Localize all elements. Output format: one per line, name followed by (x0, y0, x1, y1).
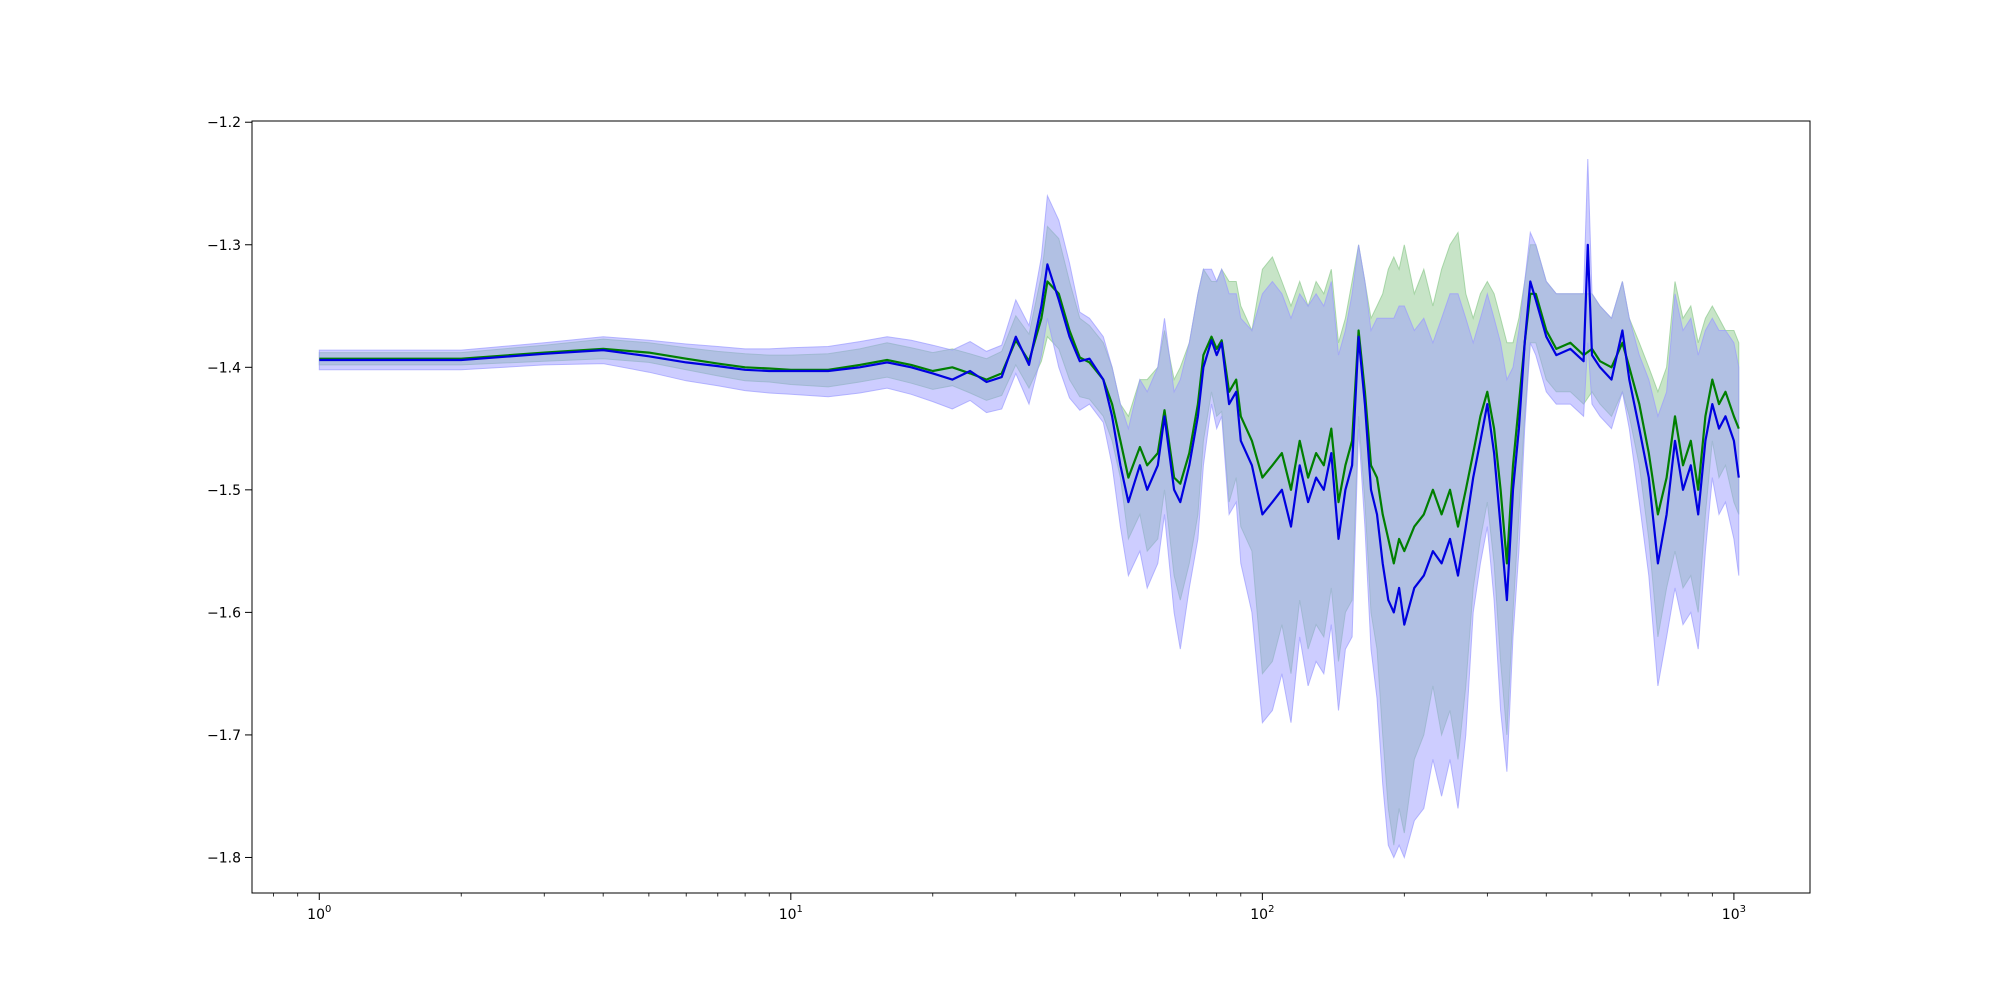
y-tick-label: −1.5 (207, 483, 241, 499)
y-tick-label: −1.4 (207, 360, 241, 376)
x-tick-label: 100 (307, 904, 331, 923)
x-tick-base: 10 (1722, 907, 1740, 923)
x-axis: 100 101 102 103 (273, 893, 1746, 923)
x-tick-base: 10 (779, 907, 797, 923)
x-tick-exponent: 3 (1740, 904, 1746, 915)
x-tick-base: 10 (307, 907, 325, 923)
x-tick-label: 102 (1250, 904, 1274, 923)
y-tick-label: −1.3 (207, 238, 241, 254)
y-tick-label: −1.7 (207, 728, 241, 744)
x-tick-label: 101 (779, 904, 803, 923)
confidence-bands (318, 158, 1740, 860)
x-tick-exponent: 2 (1268, 904, 1274, 915)
y-tick-label: −1.8 (207, 850, 241, 866)
series-lines (319, 243, 1740, 626)
y-axis: −1.2 −1.3 −1.4 −1.5 −1.6 −1.7 −1.8 (207, 115, 252, 866)
x-tick-label: 103 (1722, 904, 1746, 923)
x-tick-exponent: 0 (325, 904, 331, 915)
y-tick-label: −1.6 (207, 605, 241, 621)
y-tick-label: −1.2 (207, 115, 241, 131)
series-2-line (319, 243, 1740, 626)
series-2-band (318, 158, 1740, 860)
plot-area-frame (251, 120, 1811, 894)
x-tick-exponent: 1 (797, 904, 803, 915)
x-tick-base: 10 (1250, 907, 1268, 923)
